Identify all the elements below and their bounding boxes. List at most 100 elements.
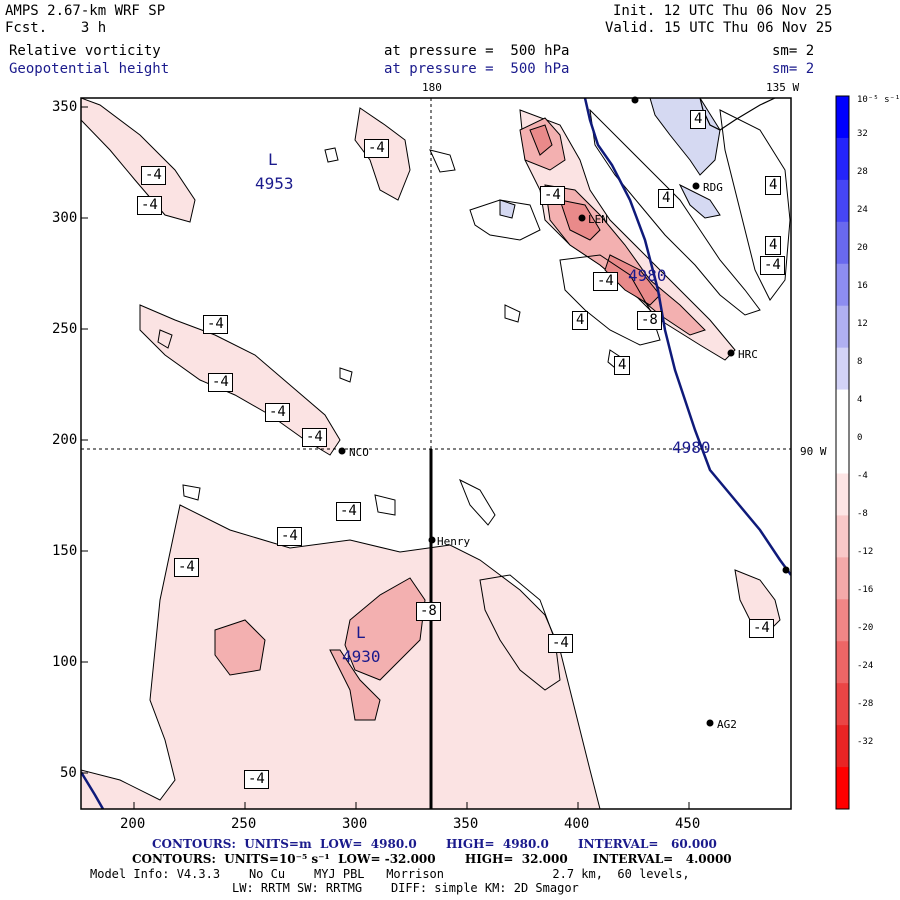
colorbar-label: -20 — [857, 623, 874, 633]
contour-label: -4 — [336, 502, 361, 521]
y-tick: 150 — [52, 543, 78, 559]
colorbar-swatch — [836, 599, 849, 642]
footer-physics: LW: RRTM SW: RRTMG DIFF: simple KM: 2D S… — [232, 881, 579, 895]
colorbar-label: -24 — [857, 661, 874, 671]
colorbar-swatch — [836, 431, 849, 474]
colorbar-swatch — [836, 96, 849, 139]
x-tick: 200 — [120, 816, 146, 832]
contour-label: 4 — [690, 110, 707, 129]
label-180: 180 — [422, 81, 442, 94]
y-tick: 50 — [60, 765, 77, 781]
x-tick: 300 — [342, 816, 368, 832]
contour-label: -4 — [141, 166, 166, 185]
colorbar-swatch — [836, 389, 849, 433]
station-hrc: HRC — [738, 348, 758, 361]
label-135w: 135 W — [766, 81, 800, 94]
contour-label: -4 — [749, 619, 774, 638]
station-nco: NCO — [349, 446, 369, 459]
map-frame — [80, 97, 792, 810]
contour-label: -4 — [548, 634, 573, 653]
coastline — [699, 98, 776, 131]
contour-label: -8 — [416, 602, 441, 621]
colorbar-label: 32 — [857, 129, 868, 139]
colorbar-swatch — [836, 641, 849, 684]
y-tick: 100 — [52, 654, 78, 670]
height-label: 4980 — [672, 438, 711, 457]
contour-label: 4 — [765, 236, 782, 255]
colorbar-label: -8 — [857, 509, 868, 519]
station-len: LEN — [588, 213, 608, 226]
height-label: 4980 — [628, 266, 667, 285]
field1-smoothing: sm= 2 — [772, 43, 815, 59]
contour-label: -4 — [208, 373, 233, 392]
y-tick: 350 — [52, 99, 78, 115]
vort-region-blue-1 — [649, 98, 721, 176]
colorbar-label: 20 — [857, 243, 868, 253]
contour-label: -4 — [244, 770, 269, 789]
y-tick: 250 — [52, 321, 78, 337]
contour-label: -8 — [637, 311, 662, 330]
vort-region-strong-1 — [214, 619, 266, 676]
colorbar-swatch — [836, 725, 849, 768]
contour-label: -4 — [174, 558, 199, 577]
low-value-south: 4930 — [342, 647, 381, 666]
station-rdg: RDG — [703, 181, 723, 194]
footer-model-info: Model Info: V4.3.3 No Cu MYJ PBL Morriso… — [90, 867, 690, 881]
contour-label: 4 — [658, 189, 675, 208]
contour-label: -4 — [364, 139, 389, 158]
colorbar-swatch — [836, 515, 849, 558]
axis-ticks — [81, 106, 690, 809]
vort-region-blue-2 — [678, 183, 721, 219]
colorbar-unit: 10⁻⁵ s⁻¹ — [857, 95, 900, 105]
init-time: Init. 12 UTC Thu 06 Nov 25 — [613, 3, 833, 19]
x-tick: 450 — [675, 816, 701, 832]
x-tick: 350 — [453, 816, 479, 832]
contour-label: -4 — [540, 186, 565, 205]
colorbar-label: 8 — [857, 357, 863, 367]
contour-label: 4 — [614, 356, 631, 375]
colorbar-label: 16 — [857, 281, 868, 291]
field1-pressure: at pressure = 500 hPa — [384, 43, 570, 59]
footer-height-contours: CONTOURS: UNITS=m LOW= 4980.0 HIGH= 4980… — [152, 837, 717, 851]
colorbar-label: 4 — [857, 395, 863, 405]
field2-pressure: at pressure = 500 hPa — [384, 61, 570, 77]
vort-region-ne-band — [519, 109, 736, 361]
colorbar-label: 0 — [857, 433, 863, 443]
colorbar-swatch — [836, 221, 849, 265]
contour-label: -4 — [302, 428, 327, 447]
colorbar-swatch — [836, 305, 849, 349]
field2-smoothing: sm= 2 — [772, 61, 815, 77]
x-tick: 400 — [564, 816, 590, 832]
station-ag2: AG2 — [717, 718, 737, 731]
vort-region-strong-3 — [329, 649, 381, 721]
footer-vort-contours: CONTOURS: UNITS=10⁻⁵ s⁻¹ LOW= -32.000 HI… — [132, 852, 732, 866]
contour-label: -4 — [760, 256, 785, 275]
y-tick: 300 — [52, 210, 78, 226]
vort-region-nw — [81, 98, 196, 223]
contour-label: 4 — [765, 176, 782, 195]
colorbar-label: 24 — [857, 205, 868, 215]
low-letter-south: L — [356, 623, 366, 642]
contour-label: -4 — [265, 403, 290, 422]
forecast-hour: Fcst. 3 h — [5, 20, 107, 36]
vort-region-southeast — [734, 569, 781, 631]
colorbar-label: -4 — [857, 471, 868, 481]
model-title: AMPS 2.67-km WRF SP — [5, 3, 166, 19]
colorbar-swatch — [836, 767, 849, 810]
colorbar-swatch — [836, 347, 849, 391]
y-tick: 200 — [52, 432, 78, 448]
label-90w: 90 W — [800, 445, 827, 458]
vort-core-3 — [529, 124, 553, 156]
contour-label: -4 — [277, 527, 302, 546]
colorbar-swatch — [836, 179, 849, 223]
low-value-north: 4953 — [255, 174, 294, 193]
field2-name: Geopotential height — [9, 61, 170, 77]
contour-label: 4 — [572, 311, 589, 330]
colorbar-label: -32 — [857, 737, 874, 747]
field1-name: Relative vorticity — [9, 43, 161, 59]
valid-time: Valid. 15 UTC Thu 06 Nov 25 — [605, 20, 833, 36]
vort-region-strong-2 — [344, 577, 426, 681]
vort-region-blue-3 — [499, 199, 516, 219]
contour-label: -4 — [203, 315, 228, 334]
